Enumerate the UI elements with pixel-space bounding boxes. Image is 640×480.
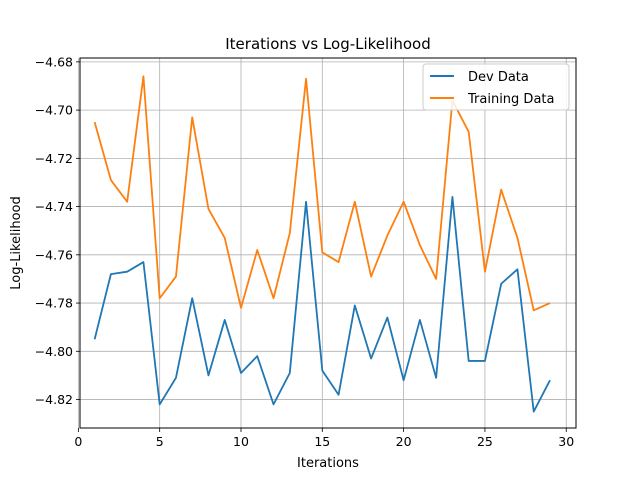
chart-title: Iterations vs Log-Likelihood [225,35,431,53]
x-axis: 0 5 10 15 20 25 30 [74,428,574,449]
y-tick-label: −4.74 [35,199,73,214]
legend-label-dev: Dev Data [468,70,529,85]
y-tick-label: −4.80 [35,344,73,359]
x-tick-label: 30 [558,434,574,449]
plot-frame [79,57,577,429]
legend-label-training: Training Data [467,92,554,107]
series-layer [93,75,551,413]
x-tick-label: 25 [477,434,493,449]
x-tick-label: 5 [156,434,164,449]
legend-box [422,63,570,111]
x-tick-label: 15 [314,434,330,449]
y-axis: −4.82 −4.80 −4.78 −4.76 −4.74 −4.72 −4.70 −4.68 [35,54,80,407]
y-tick-label: −4.68 [35,54,73,69]
x-axis-title: Iterations [297,456,359,471]
y-tick-label: −4.76 [35,247,73,262]
x-tick-label: 20 [396,434,412,449]
grid [77,58,576,428]
y-tick-label: −4.70 [35,103,73,118]
y-tick-label: −4.72 [35,151,73,166]
series-line-training-data [93,75,551,312]
legend: Dev Data Training Data [422,63,570,111]
x-tick-label: 0 [74,434,82,449]
x-tick-label: 10 [233,434,249,449]
y-tick-label: −4.82 [35,392,73,407]
y-tick-label: −4.78 [35,296,73,311]
y-axis-title: Log-Likelihood [9,196,24,289]
series-line-dev-data [93,196,551,413]
